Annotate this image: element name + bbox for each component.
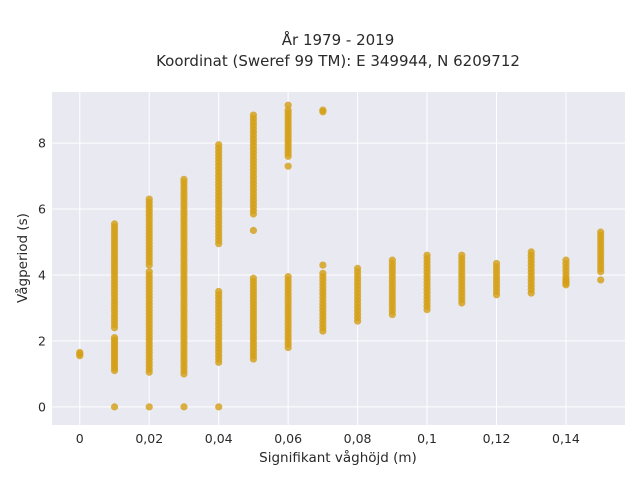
data-point	[145, 403, 153, 411]
data-point	[215, 287, 223, 296]
x-tick-label: 0,04	[205, 431, 233, 446]
y-tick-label: 4	[38, 267, 46, 282]
data-point	[180, 403, 188, 411]
data-point	[110, 220, 119, 228]
data-point	[597, 228, 605, 236]
data-point	[215, 141, 223, 149]
data-point	[215, 403, 223, 411]
data-point	[284, 101, 292, 109]
data-point	[354, 264, 362, 272]
data-point	[180, 175, 188, 183]
data-point	[76, 348, 84, 357]
data-point	[562, 276, 570, 284]
data-point	[562, 256, 570, 264]
x-tick-labels: 0 0,02 0,04 0,06 0,08 0,1 0,12 0,14	[76, 431, 580, 446]
x-tick-label: 0,1	[417, 431, 437, 446]
data-point	[597, 276, 605, 284]
data-point	[423, 251, 431, 259]
data-point	[145, 195, 153, 203]
x-tick-label: 0,08	[344, 431, 372, 446]
data-point	[145, 268, 153, 276]
data-point	[284, 162, 292, 170]
x-tick-label: 0	[76, 431, 84, 446]
data-point	[249, 274, 258, 282]
data-point	[319, 261, 327, 269]
x-tick-label: 0,02	[135, 431, 163, 446]
chart-subtitle: Koordinat (Sweref 99 TM): E 349944, N 62…	[156, 52, 520, 70]
data-point	[110, 334, 119, 342]
data-point	[249, 226, 258, 235]
y-tick-label: 0	[38, 399, 46, 414]
data-point	[527, 248, 535, 256]
data-point	[492, 259, 501, 268]
y-tick-labels: 0 2 4 6 8	[38, 136, 46, 415]
data-point	[110, 403, 119, 411]
x-axis-label: Signifikant våghöjd (m)	[259, 449, 417, 466]
y-axis-label: Vågperiod (s)	[14, 213, 31, 303]
data-point	[319, 106, 327, 114]
chart-title: År 1979 - 2019	[282, 30, 395, 49]
y-tick-label: 2	[38, 333, 46, 348]
x-tick-label: 0,12	[483, 431, 511, 446]
data-points	[76, 101, 605, 411]
y-tick-label: 6	[38, 202, 46, 217]
data-point	[458, 251, 466, 259]
plot-area	[52, 92, 625, 425]
data-point	[284, 273, 292, 281]
data-point	[249, 111, 258, 119]
x-tick-label: 0,06	[274, 431, 302, 446]
data-point	[284, 106, 292, 114]
data-point	[388, 256, 396, 264]
y-tick-label: 8	[38, 136, 46, 151]
data-point	[319, 269, 327, 277]
x-tick-label: 0,14	[552, 431, 580, 446]
